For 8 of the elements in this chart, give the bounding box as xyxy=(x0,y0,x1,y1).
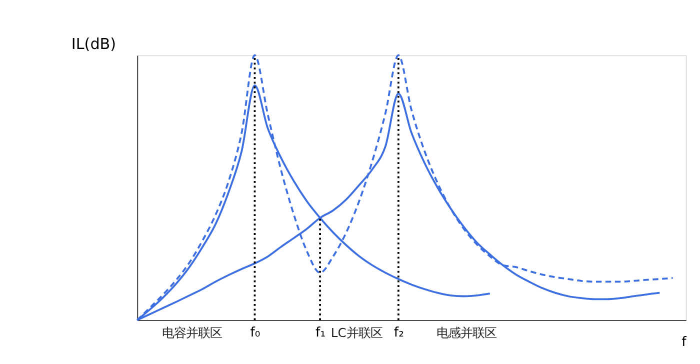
x-tick-label: f₁ xyxy=(316,326,326,341)
x-tick-label: f₂ xyxy=(394,326,404,341)
y-axis-title: IL(dB) xyxy=(71,35,116,54)
x-tick-label: f₀ xyxy=(250,326,260,341)
x-axis-title: f xyxy=(682,335,687,350)
text: LC并联区 xyxy=(330,326,382,340)
text: 电容并联区 xyxy=(162,326,222,340)
text: 电感并联区 xyxy=(436,326,496,340)
